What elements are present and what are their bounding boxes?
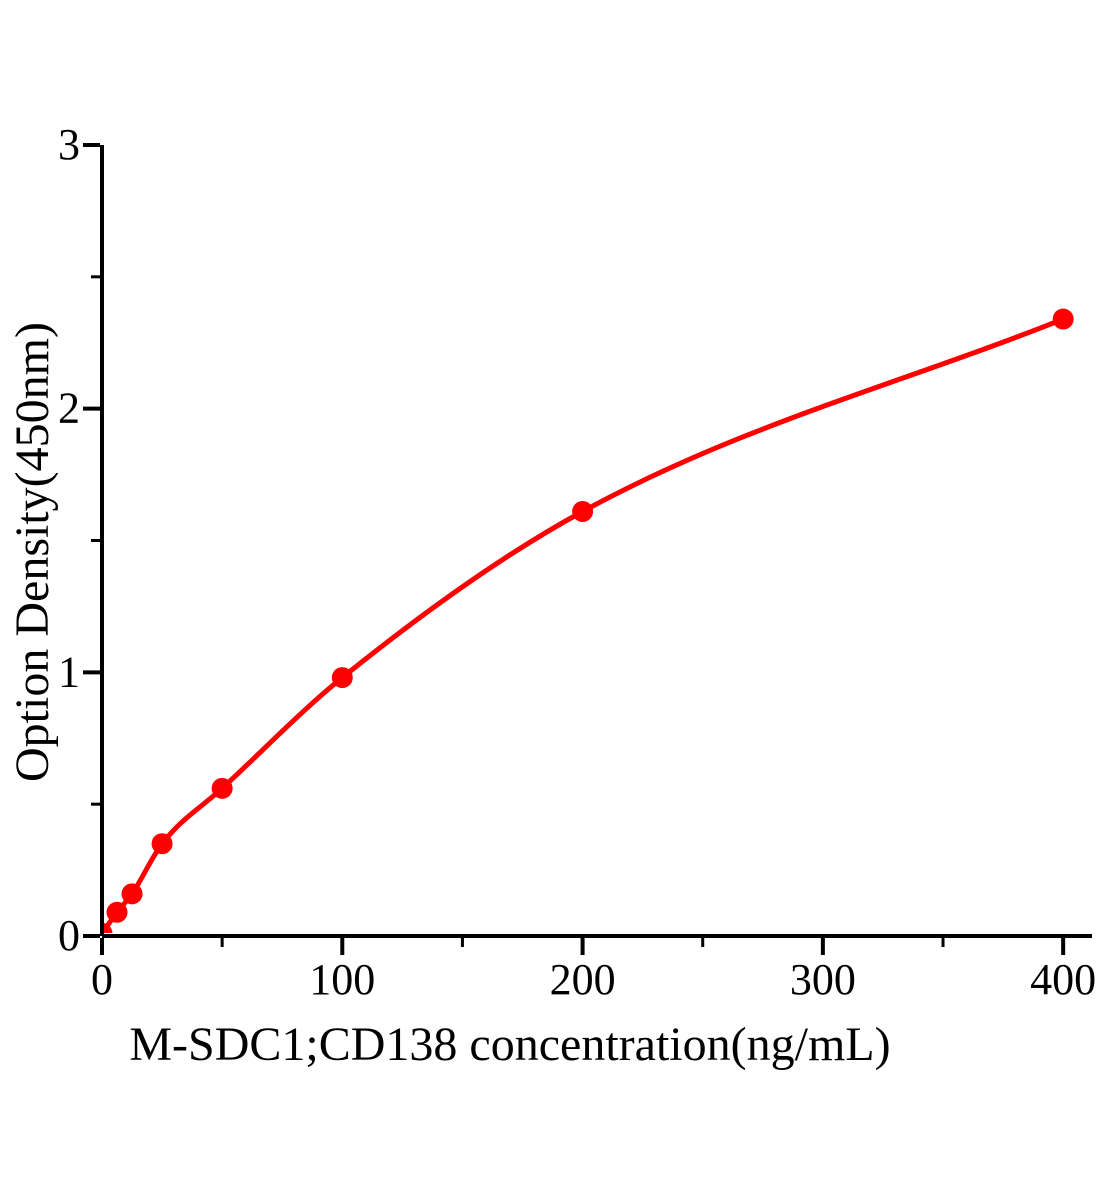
data-point-marker xyxy=(1052,308,1074,330)
axes-layer xyxy=(83,143,1092,955)
data-point-marker xyxy=(106,901,128,923)
data-point-marker xyxy=(211,777,233,799)
data-point-marker xyxy=(121,883,143,905)
y-tick-label: 2 xyxy=(58,384,80,433)
x-tick-label: 100 xyxy=(309,955,375,1004)
data-point-marker xyxy=(331,667,353,689)
standard-curve-line xyxy=(103,316,1065,933)
data-point-marker xyxy=(151,833,173,855)
x-tick-label: 200 xyxy=(550,955,616,1004)
y-axis-title: Option Density(450nm) xyxy=(6,322,59,782)
x-tick-label: 300 xyxy=(790,955,856,1004)
x-tick-label: 0 xyxy=(91,955,113,1004)
data-point-marker xyxy=(572,500,594,522)
tick-labels-layer: 0 100 200 300 400 0 1 2 3 xyxy=(58,120,1096,1004)
series-layer xyxy=(103,308,1074,933)
data-point-marker xyxy=(103,922,113,933)
y-tick-label: 1 xyxy=(58,647,80,696)
y-tick-label: 0 xyxy=(58,911,80,960)
x-tick-label: 400 xyxy=(1030,955,1096,1004)
y-tick-label: 3 xyxy=(58,120,80,169)
x-axis-title: M-SDC1;CD138 concentration(ng/mL) xyxy=(129,1018,890,1071)
